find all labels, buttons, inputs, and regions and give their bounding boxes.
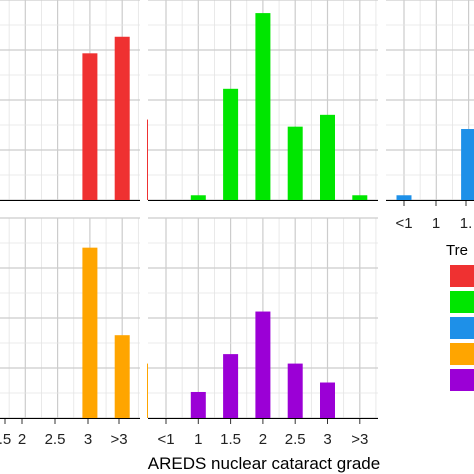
x-tick-label-bottom-middle: 3 (323, 431, 331, 448)
bar-top-left-2.5 (114, 36, 130, 200)
bar-top-middle-2.5 (287, 126, 303, 200)
bar-top-middle->3 (352, 195, 368, 200)
x-tick-label-bottom-left: >3 (110, 431, 127, 448)
x-tick-label-bottom-middle: 2 (259, 431, 267, 448)
x-tick-label-bottom-left: 2.5 (45, 431, 66, 448)
x-axis-label: AREDS nuclear cataract grade (148, 454, 380, 473)
legend: Tre (446, 242, 474, 391)
bar-top-middle-3 (320, 114, 335, 200)
bar-bottom-middle-2.5 (287, 363, 303, 418)
x-tick-label-top-right: 1 (432, 215, 440, 232)
x-tick-label-top-right: 1. (460, 215, 473, 232)
bar-top-right-1. (461, 129, 474, 200)
bar-top-middle-1 (190, 195, 206, 200)
bar-bottom-middle-1 (190, 391, 206, 418)
x-tick-label-bottom-middle: 2.5 (285, 431, 306, 448)
bar-bottom-left-2 (82, 247, 98, 418)
bar-top-right-<1 (396, 195, 412, 200)
x-tick-labels-group: .5 2 2.5 3 >3 <1 1 1.5 2 2.5 3 >3 <1 1 1. (0, 201, 472, 448)
bar-top-middle-1.5 (223, 88, 239, 200)
bar-bottom-middle-3 (320, 382, 335, 418)
bar-bottom-middle-2 (255, 311, 271, 418)
x-tick-label-bottom-left: 2 (18, 431, 26, 448)
x-tick-label-top-right: <1 (395, 215, 412, 232)
x-tick-label-bottom-middle: 1.5 (220, 431, 241, 448)
panels-group (0, 0, 474, 419)
bar-bottom-middle-1.5 (223, 354, 239, 418)
bar-top-middle-2 (255, 13, 271, 200)
x-tick-label-bottom-middle: >3 (351, 431, 368, 448)
legend-title: Tre (446, 242, 468, 259)
legend-swatch-2 (450, 317, 474, 339)
x-tick-label-bottom-left: 3 (84, 431, 92, 448)
bar-top-left-2 (82, 53, 98, 200)
legend-swatch-3 (450, 343, 474, 365)
bar-bottom-left-2.5 (114, 335, 130, 418)
legend-swatch-0 (450, 265, 474, 287)
legend-swatch-4 (450, 369, 474, 391)
legend-swatch-1 (450, 291, 474, 313)
x-tick-label-bottom-left: .5 (0, 431, 11, 448)
x-tick-label-bottom-middle: <1 (157, 431, 174, 448)
x-tick-label-bottom-middle: 1 (194, 431, 202, 448)
